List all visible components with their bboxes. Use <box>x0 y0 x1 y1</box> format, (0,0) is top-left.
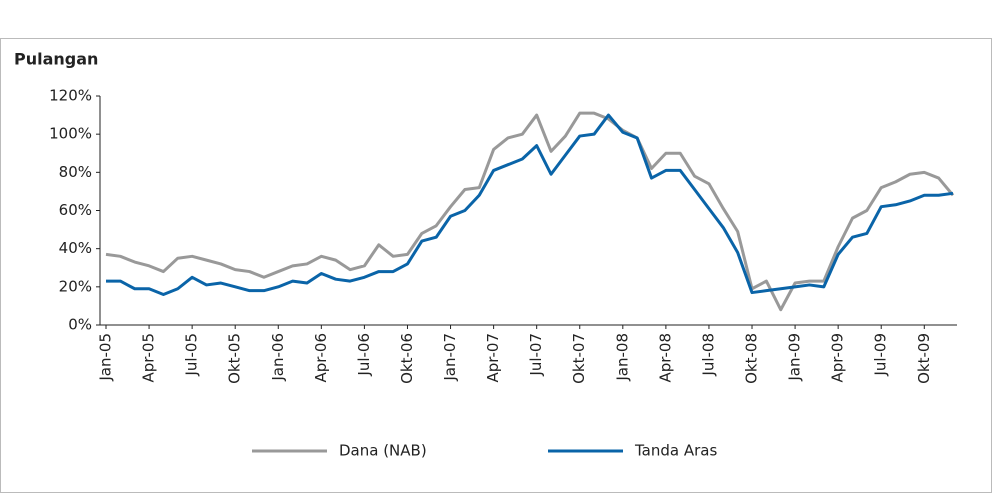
series-line <box>105 111 955 312</box>
y-tick-label: 80% <box>59 163 92 181</box>
x-tick-label: Okt-07 <box>570 333 588 384</box>
x-tick-label: Apr-09 <box>829 333 847 383</box>
x-tick-label: Jan-05 <box>97 333 115 382</box>
y-tick-label: 20% <box>59 277 92 295</box>
x-tick-label: Okt-08 <box>743 333 761 384</box>
x-tick-label: Jul-06 <box>355 333 373 377</box>
y-tick-label: 60% <box>59 201 92 219</box>
y-tick-label: 100% <box>49 125 92 143</box>
x-tick-label: Okt-06 <box>398 333 416 384</box>
x-tick-label: Jul-05 <box>183 333 201 377</box>
x-tick-label: Okt-05 <box>226 333 244 384</box>
legend-label: Tanda Aras <box>634 442 717 460</box>
series-line <box>106 113 954 296</box>
x-tick-label: Apr-07 <box>484 333 502 383</box>
chart-title: Pulangan <box>14 50 98 69</box>
x-tick-label: Jan-08 <box>613 333 631 382</box>
x-tick-label: Jul-07 <box>527 333 545 377</box>
x-tick-label: Apr-05 <box>140 333 158 383</box>
y-tick-label: 40% <box>59 239 92 257</box>
x-tick-label: Jan-09 <box>786 333 804 382</box>
x-tick-label: Jan-07 <box>441 333 459 382</box>
x-tick-label: Okt-09 <box>915 333 933 384</box>
y-tick-label: 0% <box>68 316 92 334</box>
x-tick-label: Apr-06 <box>312 333 330 383</box>
x-tick-label: Jul-08 <box>699 333 717 377</box>
x-tick-label: Jan-06 <box>269 333 287 382</box>
x-tick-label: Jul-09 <box>872 333 890 377</box>
x-tick-label: Apr-08 <box>656 333 674 383</box>
legend-label: Dana (NAB) <box>339 442 427 460</box>
y-tick-label: 120% <box>49 87 92 105</box>
frame <box>0 38 992 493</box>
